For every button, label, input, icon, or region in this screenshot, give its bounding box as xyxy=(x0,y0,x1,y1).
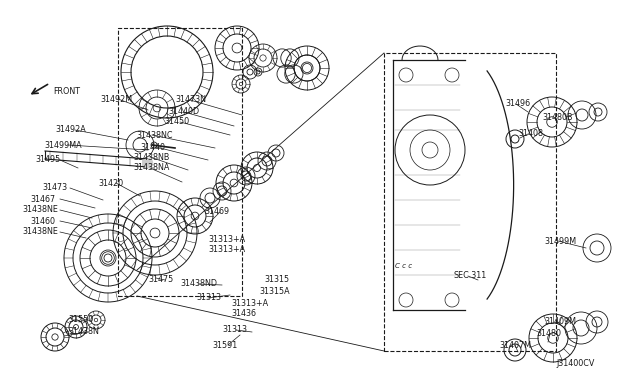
Text: 31550: 31550 xyxy=(68,314,93,324)
Text: 31440D: 31440D xyxy=(168,108,199,116)
Text: 31496: 31496 xyxy=(505,99,530,109)
Text: 31409M: 31409M xyxy=(544,317,576,327)
Text: 31408: 31408 xyxy=(518,129,543,138)
Text: 31407M: 31407M xyxy=(499,340,531,350)
Text: 31475: 31475 xyxy=(148,276,173,285)
Text: 31313+A: 31313+A xyxy=(208,234,245,244)
Text: 31420: 31420 xyxy=(98,179,123,187)
Text: 31591: 31591 xyxy=(212,340,237,350)
Text: 31467: 31467 xyxy=(30,195,55,203)
Text: J31400CV: J31400CV xyxy=(556,359,595,368)
Text: 31495: 31495 xyxy=(35,155,60,164)
Text: 31492A: 31492A xyxy=(55,125,86,135)
Text: 31450: 31450 xyxy=(164,118,189,126)
Text: 31499MA: 31499MA xyxy=(44,141,82,150)
Circle shape xyxy=(143,158,153,168)
Text: 31313: 31313 xyxy=(222,326,247,334)
Text: 31473N: 31473N xyxy=(175,96,206,105)
Text: 31492M: 31492M xyxy=(100,94,132,103)
Text: 31438NA: 31438NA xyxy=(133,164,170,173)
Text: 31440: 31440 xyxy=(140,142,165,151)
Text: 31438ND: 31438ND xyxy=(180,279,217,289)
Text: 31436: 31436 xyxy=(231,310,256,318)
Bar xyxy=(384,53,556,351)
Text: 31438N: 31438N xyxy=(68,327,99,337)
Text: C c c: C c c xyxy=(395,263,412,269)
Text: 31473: 31473 xyxy=(42,183,67,192)
Text: 31469: 31469 xyxy=(204,208,229,217)
Text: SEC.311: SEC.311 xyxy=(453,272,486,280)
Text: 31313+A: 31313+A xyxy=(231,298,268,308)
Text: FRONT: FRONT xyxy=(53,87,80,96)
Text: 31438NE: 31438NE xyxy=(22,205,58,215)
Text: 31480: 31480 xyxy=(536,330,561,339)
Bar xyxy=(118,28,242,296)
Text: 31438NC: 31438NC xyxy=(136,131,173,140)
Text: 31438NB: 31438NB xyxy=(133,153,170,161)
Text: 31313: 31313 xyxy=(196,294,221,302)
Text: 31480B: 31480B xyxy=(542,112,573,122)
Text: 31315: 31315 xyxy=(264,276,289,285)
Text: 31438NE: 31438NE xyxy=(22,228,58,237)
Text: 31460: 31460 xyxy=(30,217,55,225)
Text: 31499M: 31499M xyxy=(544,237,576,246)
Text: 31315A: 31315A xyxy=(259,286,290,295)
Text: 31313+A: 31313+A xyxy=(208,244,245,253)
